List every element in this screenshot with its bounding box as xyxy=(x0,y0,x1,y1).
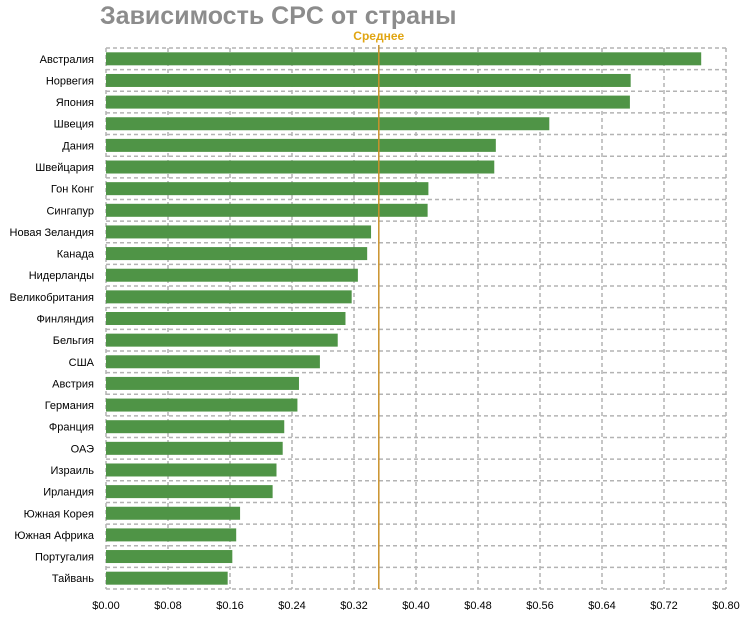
category-label: Бельгия xyxy=(53,335,94,347)
category-label: Нидерланды xyxy=(29,270,94,282)
category-label: ОАЭ xyxy=(71,443,94,455)
bar xyxy=(106,420,285,434)
category-label: Австралия xyxy=(40,54,94,66)
category-label: Австрия xyxy=(52,378,94,390)
category-label: Норвегия xyxy=(46,75,94,87)
bar xyxy=(106,52,702,66)
x-tick-label: $0.72 xyxy=(650,600,678,612)
category-label: Сингапур xyxy=(46,205,94,217)
x-tick-label: $0.56 xyxy=(526,600,554,612)
bar xyxy=(106,268,358,282)
bar xyxy=(106,203,428,217)
bar xyxy=(106,333,338,347)
bar xyxy=(106,182,429,196)
bar xyxy=(106,398,298,412)
bar xyxy=(106,117,550,131)
bar xyxy=(106,225,372,239)
bar xyxy=(106,138,496,152)
category-label: Финляндия xyxy=(36,314,94,326)
category-label: Португалия xyxy=(35,552,94,564)
x-tick-label: $0.16 xyxy=(216,600,244,612)
bar xyxy=(106,247,368,261)
bar xyxy=(106,550,233,564)
bar xyxy=(106,571,228,585)
category-label: Тайвань xyxy=(52,573,94,585)
bar xyxy=(106,290,352,304)
x-tick-label: $0.08 xyxy=(154,600,182,612)
category-label: Дания xyxy=(62,140,94,152)
category-label: Южная Африка xyxy=(14,530,95,542)
bar xyxy=(106,463,277,477)
category-label: Япония xyxy=(56,97,94,109)
category-label: Германия xyxy=(45,400,94,412)
bar xyxy=(106,73,631,87)
bar xyxy=(106,376,299,390)
category-label: Франция xyxy=(49,422,94,434)
category-label: Канада xyxy=(57,249,95,261)
bar xyxy=(106,160,495,174)
category-label: США xyxy=(69,357,95,369)
average-label: Среднее xyxy=(353,29,405,43)
category-label: Швеция xyxy=(54,119,94,131)
bar xyxy=(106,312,346,325)
x-tick-label: $0.64 xyxy=(588,600,616,612)
x-tick-label: $0.24 xyxy=(278,600,306,612)
category-label: Швейцария xyxy=(35,162,94,174)
bar xyxy=(106,506,241,520)
x-tick-label: $0.00 xyxy=(92,600,120,612)
x-tick-label: $0.32 xyxy=(340,600,368,612)
category-label: Израиль xyxy=(51,465,95,477)
x-tick-label: $0.80 xyxy=(712,600,740,612)
category-label: Ирландия xyxy=(43,487,94,499)
bar xyxy=(106,95,630,109)
category-label: Гон Конг xyxy=(51,184,94,196)
chart-title: Зависимость CPC от страны xyxy=(100,2,457,30)
x-tick-label: $0.40 xyxy=(402,600,430,612)
bar xyxy=(106,355,320,369)
bar xyxy=(106,441,283,455)
category-label: Южная Корея xyxy=(24,508,94,520)
bar xyxy=(106,528,237,542)
category-label: Великобритания xyxy=(10,292,95,304)
category-label: Новая Зеландия xyxy=(10,227,94,239)
bar xyxy=(106,485,273,499)
x-tick-label: $0.48 xyxy=(464,600,492,612)
